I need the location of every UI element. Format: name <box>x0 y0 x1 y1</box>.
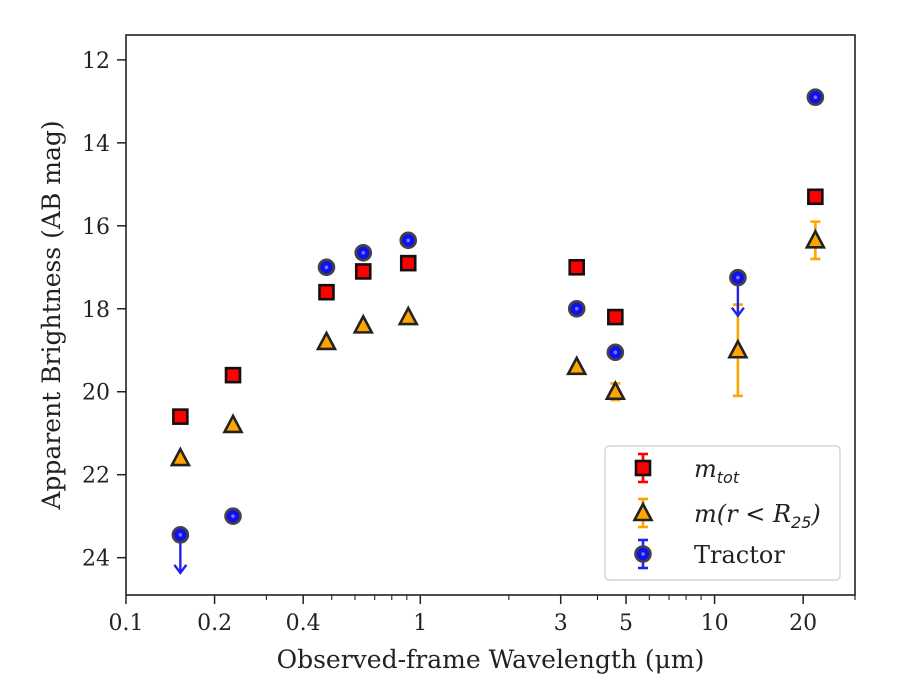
data-point <box>354 263 372 280</box>
legend-box <box>604 445 841 581</box>
data-point <box>222 413 244 434</box>
square-marker <box>399 254 417 272</box>
square-marker <box>354 263 372 280</box>
legend-entry-m-tot: mtot <box>694 455 740 487</box>
square-marker <box>568 258 586 276</box>
x-tick-label: 0.1 <box>109 611 144 636</box>
data-point <box>568 258 586 276</box>
triangle-marker <box>727 338 749 359</box>
legend-entry-tractor: Tractor <box>694 541 785 569</box>
data-point <box>354 243 373 262</box>
data-point <box>807 188 824 206</box>
circle-marker-center <box>361 250 366 255</box>
x-tick-label: 20 <box>789 611 817 636</box>
x-tick-label: 0.2 <box>197 611 232 636</box>
data-point <box>224 366 242 384</box>
y-tick-label: 18 <box>82 298 110 323</box>
circle-marker-center <box>736 275 740 280</box>
square-marker <box>318 283 335 301</box>
upper-limit-arrowhead <box>173 564 188 575</box>
circle-marker-center <box>613 350 618 355</box>
data-point <box>352 313 374 334</box>
legend: mtot m(r < R25) Tractor <box>604 445 841 581</box>
square-marker <box>607 308 624 326</box>
triangle-marker <box>222 413 244 434</box>
square-marker <box>807 188 824 206</box>
x-tick-label: 1 <box>413 611 427 636</box>
data-point <box>399 254 417 272</box>
legend-triangle-marker <box>632 501 654 522</box>
circle-marker-center <box>178 533 183 537</box>
data-point <box>318 283 335 301</box>
square-marker <box>224 366 242 384</box>
data-point <box>399 231 418 250</box>
triangle-marker <box>315 330 338 351</box>
data-point <box>317 258 336 277</box>
data-point <box>604 379 627 402</box>
triangle-marker <box>397 305 419 326</box>
legend-marker <box>634 538 652 570</box>
upper-limit-arrowhead <box>730 306 745 318</box>
x-tick-label: 10 <box>701 611 729 636</box>
data-point <box>727 303 749 398</box>
circle-marker-center <box>231 514 235 518</box>
data-point <box>224 507 242 525</box>
data-point <box>729 268 747 318</box>
data-point <box>397 305 419 326</box>
circle-marker-center <box>406 238 411 243</box>
data-point <box>606 343 625 362</box>
y-tick-label: 12 <box>82 49 110 74</box>
y-tick-label: 24 <box>82 547 110 572</box>
y-axis: 12 14 16 18 20 22 24 <box>82 49 126 572</box>
data-point <box>806 88 825 107</box>
triangle-marker <box>352 313 374 334</box>
data-point <box>566 355 588 376</box>
data-point <box>804 220 827 261</box>
data-point <box>315 330 338 351</box>
legend-circle-marker-center <box>641 552 645 556</box>
triangle-marker <box>804 228 827 249</box>
legend-marker <box>632 497 654 529</box>
circle-marker-center <box>813 95 818 100</box>
x-tick-label: 0.4 <box>286 611 321 636</box>
triangle-marker <box>604 379 627 401</box>
x-axis: 0.1 0.2 0.4 1 3 5 10 20 <box>109 595 856 636</box>
x-tick-label: 5 <box>619 611 633 636</box>
legend-square-marker <box>634 459 652 477</box>
y-tick-label: 20 <box>82 381 110 406</box>
triangle-marker <box>169 446 192 467</box>
data-point <box>171 526 190 575</box>
y-tick-label: 16 <box>82 215 110 240</box>
legend-marker <box>634 452 652 484</box>
y-tick-label: 22 <box>82 464 110 489</box>
x-tick-label: 3 <box>554 611 568 636</box>
circle-marker-center <box>574 306 579 311</box>
y-axis-label: Apparent Brightness (AB mag) <box>37 120 66 510</box>
data-point <box>607 308 624 326</box>
circle-marker-center <box>324 265 329 270</box>
data-point <box>169 446 192 467</box>
square-marker <box>172 408 189 425</box>
legend-entry-m-r25: m(r < R25) <box>694 500 821 532</box>
y-tick-label: 14 <box>82 132 110 157</box>
data-point <box>567 299 586 318</box>
x-axis-label: Observed-frame Wavelength (μm) <box>277 645 705 674</box>
triangle-marker <box>566 355 588 376</box>
data-point <box>172 408 189 425</box>
data-points <box>169 88 827 575</box>
